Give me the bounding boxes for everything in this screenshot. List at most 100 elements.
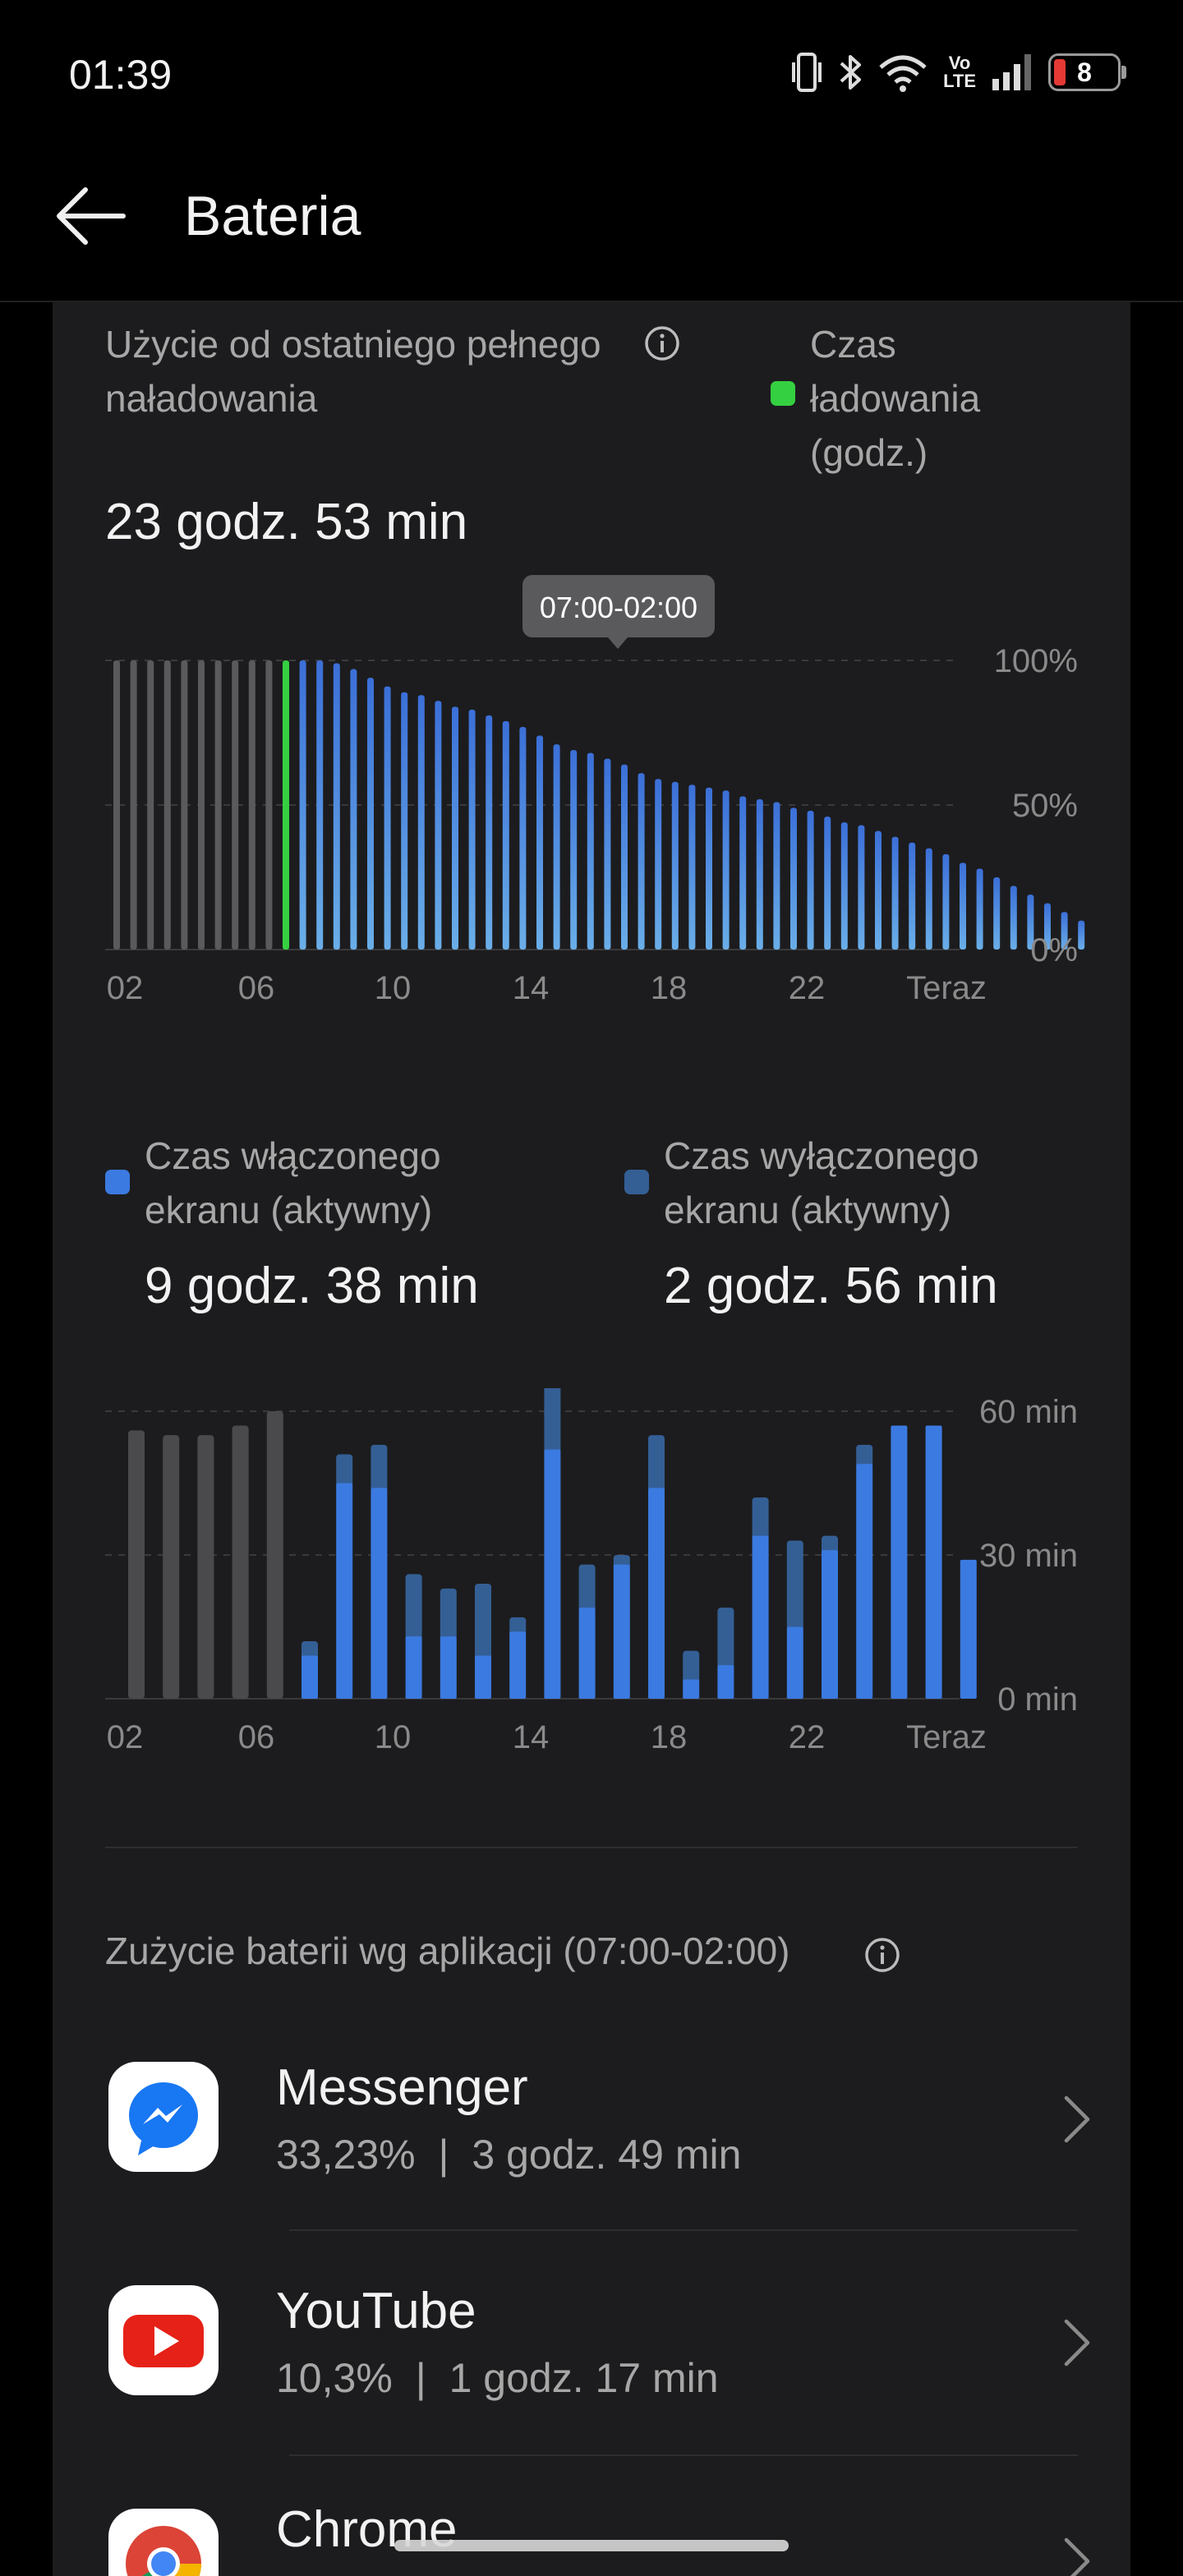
screen-on-bar — [891, 1425, 908, 1699]
x-tick-label: Teraz — [906, 970, 987, 1006]
x-tick-label: 06 — [238, 970, 275, 1006]
x-tick-label: 10 — [375, 1719, 412, 1755]
screen-on-bar — [475, 1655, 491, 1699]
inactive-bar — [197, 1435, 214, 1699]
battery-bar — [1010, 886, 1017, 950]
bluetooth-icon — [840, 55, 862, 90]
x-tick-label: 18 — [651, 1719, 688, 1755]
usage-total: 23 godz. 53 min — [105, 494, 468, 550]
battery-bar — [756, 798, 763, 950]
battery-bar — [486, 715, 493, 950]
battery-level-chart[interactable]: 100% 50% 0% 02 06 10 14 18 22 Teraz 07:00-02:00 — [0, 567, 1183, 1027]
battery-bar — [773, 802, 780, 950]
screen-time-chart[interactable]: 60 min 30 min 0 min 02 06 10 14 18 22 Teraz — [0, 1388, 1183, 1758]
screen-on-dot — [105, 1170, 130, 1194]
x-tick-label: 14 — [513, 970, 550, 1006]
battery-bar — [875, 830, 881, 950]
inactive-bar — [130, 660, 137, 950]
screen-on-legend: Czas włączonego ekranu (aktywny) — [105, 1129, 532, 1237]
info-icon[interactable] — [644, 325, 680, 361]
x-tick-label: 02 — [107, 1719, 144, 1755]
app-row-youtube[interactable]: YouTube 10,3% | 1 godz. 17 min — [53, 2231, 1130, 2454]
x-tick-label: 22 — [789, 970, 826, 1006]
screen-on-bar — [578, 1608, 596, 1699]
battery-bar — [790, 807, 797, 950]
inactive-bar — [147, 660, 154, 950]
screen-off-bar — [544, 1388, 561, 1453]
battery-bar — [333, 663, 340, 950]
battery-bar — [960, 862, 966, 950]
youtube-icon — [108, 2285, 219, 2395]
messenger-icon — [108, 2062, 219, 2172]
screen-on-bar — [371, 1488, 388, 1699]
screen-off-bar — [822, 1535, 838, 1554]
app-row-messenger[interactable]: Messenger 33,23% | 3 godz. 49 min — [53, 2008, 1130, 2231]
screen-off-bar — [578, 1564, 596, 1612]
screen-on-bar — [648, 1488, 665, 1699]
x-tick-label: 02 — [107, 970, 144, 1006]
chevron-right-icon — [1064, 2319, 1090, 2367]
battery-bar — [1078, 920, 1085, 950]
inactive-bar — [248, 660, 255, 950]
charging-legend-dot — [771, 381, 795, 406]
battery-bar — [807, 811, 814, 950]
screen-on-bar — [336, 1483, 353, 1699]
x-tick-label: Teraz — [906, 1719, 987, 1755]
info-icon[interactable] — [864, 1937, 900, 1973]
charging-bar — [283, 660, 289, 950]
screen-on-bar — [786, 1626, 803, 1699]
battery-bar — [1044, 903, 1051, 950]
battery-bar — [587, 752, 594, 950]
status-bar: 01:39 Vo LTE 8 — [0, 0, 1183, 148]
inactive-bar — [214, 660, 222, 950]
screen-on-bar — [405, 1636, 422, 1699]
battery-bar — [417, 695, 425, 950]
screen-off-bar — [717, 1608, 734, 1669]
battery-bar — [1027, 895, 1034, 950]
y-tick-label: 30 min — [979, 1538, 1078, 1574]
app-usage: 33,23% | 3 godz. 49 min — [276, 2132, 742, 2178]
signal-icon — [992, 54, 1031, 90]
battery-bar — [570, 750, 578, 950]
battery-bar — [671, 781, 679, 950]
battery-bar — [655, 779, 662, 950]
back-arrow-icon[interactable] — [54, 186, 128, 246]
screen-off-bar — [786, 1540, 803, 1631]
battery-bar — [1061, 912, 1068, 950]
screen-on-bar — [752, 1535, 769, 1699]
battery-bar — [722, 790, 730, 950]
screen-off-bar — [475, 1584, 491, 1659]
header-divider — [0, 301, 1183, 302]
screen-off-bar — [440, 1588, 457, 1640]
battery-level: 8 — [1077, 58, 1092, 87]
battery-bar — [316, 660, 324, 950]
vibrate-icon — [792, 53, 822, 92]
apps-section-title: Zużycie baterii wg aplikacji (07:00-02:0… — [105, 1930, 790, 1972]
screen-on-bar — [717, 1665, 734, 1699]
battery-icon: 8 — [1048, 53, 1126, 91]
screen-off-value: 2 godz. 56 min — [664, 1258, 998, 1314]
screen-on-bar — [302, 1655, 318, 1699]
app-name: Messenger — [276, 2059, 528, 2116]
home-indicator[interactable] — [394, 2540, 789, 2551]
inactive-bar — [163, 660, 171, 950]
screen-off-legend: Czas wyłączonego ekranu (aktywny) — [624, 1129, 1084, 1237]
status-icons: Vo LTE 8 — [790, 46, 1126, 99]
battery-bar — [621, 764, 628, 950]
app-row-chrome[interactable]: Chrome — [53, 2456, 1130, 2576]
charging-legend: Czas ładowania (godz.) — [810, 323, 981, 474]
battery-bar — [638, 773, 645, 950]
chart-tooltip: 07:00-02:00 — [522, 575, 715, 649]
screen-on-bar — [440, 1636, 457, 1699]
row-divider — [289, 2454, 1078, 2456]
y-tick-label: 100% — [994, 643, 1078, 679]
battery-bar — [435, 701, 442, 950]
battery-bar — [536, 735, 543, 950]
screen-on-bar — [822, 1550, 838, 1699]
screen-on-bar — [683, 1679, 700, 1699]
battery-bar — [706, 787, 712, 950]
battery-bar — [688, 784, 696, 950]
x-tick-label: 06 — [238, 1719, 275, 1755]
battery-bar — [840, 822, 848, 950]
usage-label: Użycie od ostatniego pełnego naładowania — [105, 323, 601, 420]
